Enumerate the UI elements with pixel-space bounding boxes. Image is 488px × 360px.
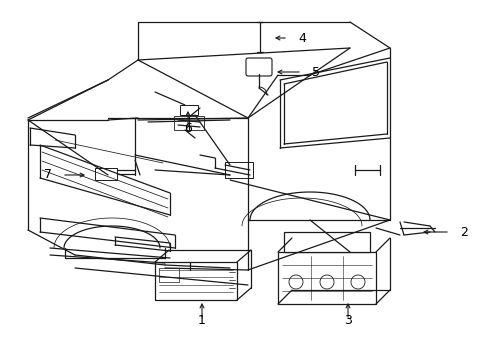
Bar [224,162,252,178]
Bar [278,252,375,304]
FancyBboxPatch shape [245,58,271,76]
Text: 5: 5 [311,66,319,78]
Bar [180,105,198,115]
Bar [284,232,369,252]
Bar [95,168,117,180]
Text: 2: 2 [459,225,467,238]
Text: 1: 1 [198,314,205,327]
Text: 7: 7 [44,168,52,181]
Bar [155,262,237,300]
Text: 4: 4 [298,31,305,45]
Text: 6: 6 [183,122,192,135]
Text: 3: 3 [344,314,351,327]
Bar [159,268,179,282]
FancyBboxPatch shape [174,116,203,130]
